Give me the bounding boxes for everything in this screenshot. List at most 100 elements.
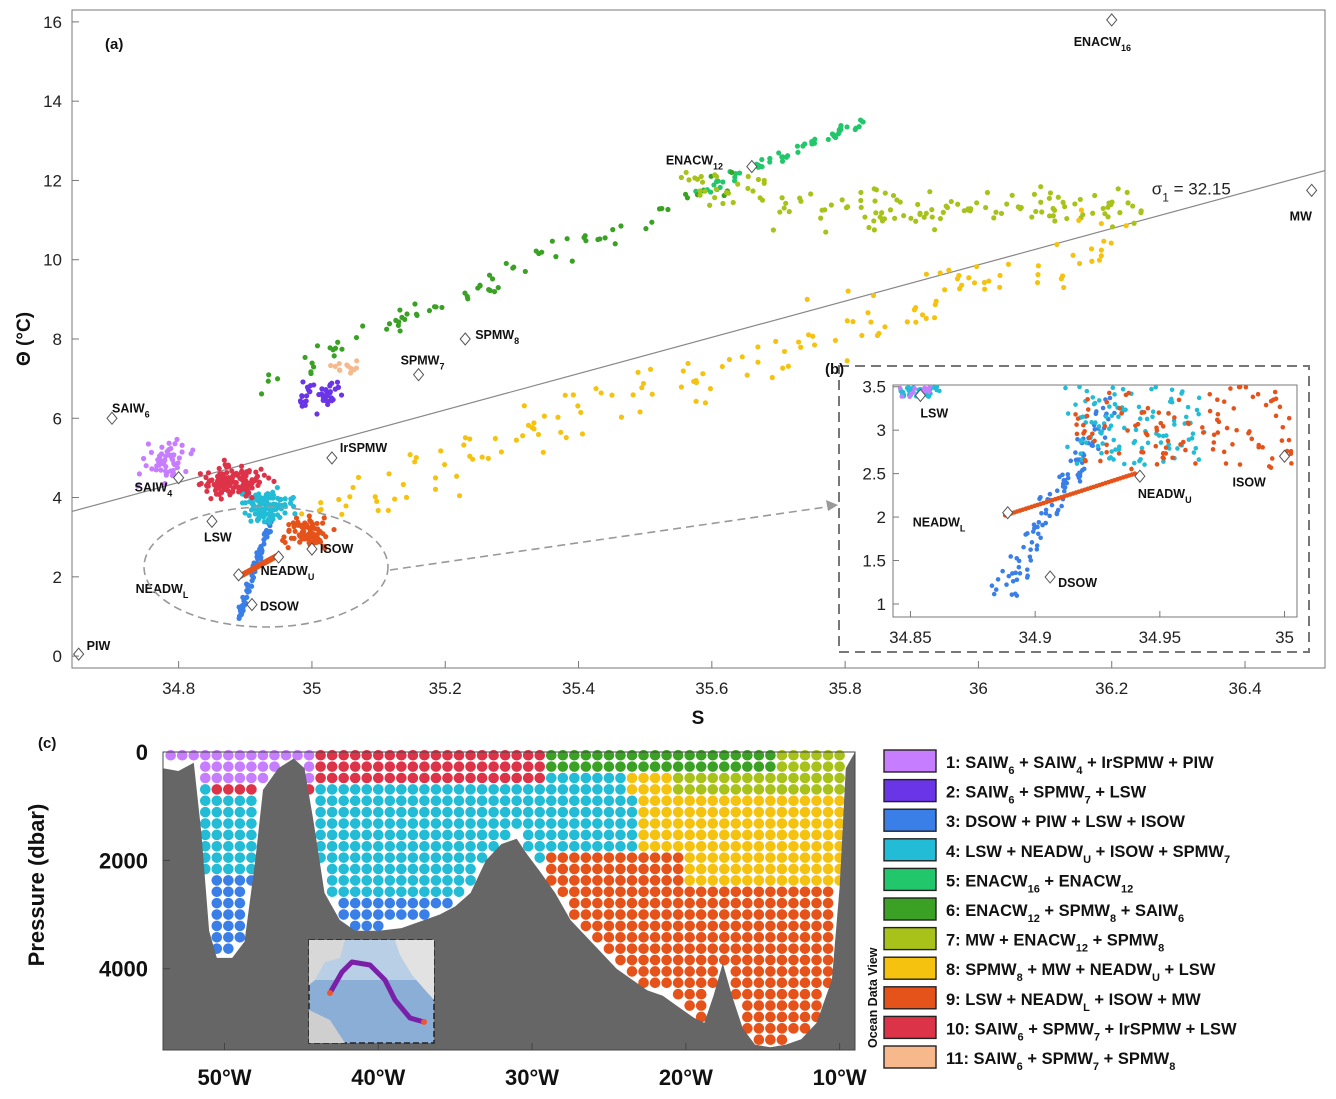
ts-point-cluster-7 <box>961 208 967 214</box>
section-station-point <box>661 829 672 841</box>
water-mass-marker <box>172 470 185 485</box>
section-station-point <box>430 886 442 898</box>
section-station-point <box>419 909 430 920</box>
section-station-point <box>695 943 707 954</box>
section-station-point <box>822 863 834 875</box>
section-station-point <box>223 852 234 863</box>
ts-point-cluster-5 <box>733 171 739 177</box>
ts-point-cluster-8 <box>870 292 877 299</box>
legend-entry-cluster-1: 1: SAIW6 + SAIW4 + IrSPMW + PIW <box>946 754 1214 777</box>
section-station-point <box>361 749 373 761</box>
ts-point-cluster-6 <box>413 311 420 317</box>
ts-point-cluster-10 <box>223 484 229 490</box>
zoom-point-cluster-4 <box>1191 450 1197 455</box>
ts-point-cluster-7 <box>872 198 878 204</box>
zoom-point-cluster-9 <box>1286 415 1292 421</box>
section-station-point <box>753 988 765 1000</box>
section-station-point <box>788 932 799 943</box>
zoom-point-cluster-4 <box>1149 386 1154 392</box>
legend-plus: + <box>1164 754 1183 772</box>
section-station-point <box>684 795 695 807</box>
ts-point-cluster-1 <box>140 455 147 462</box>
legend-water-mass-subscript: 4 <box>1076 765 1083 777</box>
section-station-point <box>672 784 684 795</box>
section-station-point <box>234 932 246 943</box>
water-mass-name: MW <box>1290 209 1312 223</box>
section-y-tick-label: 2000 <box>99 848 148 873</box>
zoom-point-cluster-4 <box>1133 427 1139 433</box>
ts-point-cluster-7 <box>781 205 787 211</box>
section-station-point <box>718 772 730 784</box>
ts-point-cluster-7 <box>712 195 718 201</box>
section-station-point <box>499 772 511 784</box>
section-station-point <box>730 886 742 898</box>
legend-water-mass-subscript: 6 <box>1017 1061 1023 1073</box>
ts-point-cluster-3 <box>242 602 248 608</box>
zoom-point-cluster-4 <box>1194 407 1200 413</box>
section-station-point <box>799 886 811 898</box>
zoom-point-cluster-9 <box>1246 430 1251 436</box>
ts-point-cluster-9 <box>293 515 300 521</box>
zoom-point-cluster-3 <box>1028 547 1033 552</box>
legend-entry-cluster-2: 2: SAIW6 + SPMW7 + LSW <box>946 784 1147 807</box>
ts-point-cluster-2 <box>307 382 314 389</box>
section-station-point <box>661 784 672 795</box>
ts-point-cluster-4 <box>290 494 296 501</box>
ts-point-cluster-10 <box>235 472 241 479</box>
section-station-point <box>545 795 557 807</box>
section-station-point <box>684 761 695 772</box>
zoom-point-cluster-4 <box>1156 433 1162 438</box>
water-mass-name: DSOW <box>1058 576 1097 590</box>
section-station-point <box>753 1000 765 1011</box>
zoom-point-cluster-4 <box>1095 443 1101 449</box>
ts-point-cluster-7 <box>1052 218 1058 224</box>
legend-water-mass: IrSPMW <box>1101 754 1164 772</box>
section-station-point <box>626 761 638 772</box>
ts-point-cluster-7 <box>890 192 897 199</box>
section-station-point <box>465 749 476 761</box>
section-station-point <box>684 886 695 898</box>
water-mass-name: SPMW <box>401 354 440 368</box>
zoom-point-cluster-3 <box>1021 544 1026 550</box>
section-station-point <box>822 932 834 943</box>
section-station-point <box>488 829 499 841</box>
ts-point-cluster-7 <box>1050 213 1056 219</box>
ts-point-cluster-7 <box>1050 205 1056 212</box>
ts-point-cluster-7 <box>965 206 971 212</box>
section-station-point <box>372 875 384 886</box>
section-station-point <box>788 863 799 875</box>
ts-point-cluster-6 <box>258 391 265 397</box>
section-station-point <box>407 897 419 909</box>
section-station-point <box>626 806 638 818</box>
water-mass-name: LSW <box>920 406 948 420</box>
zoom-point-cluster-9 <box>1183 447 1188 453</box>
section-station-point <box>742 772 753 784</box>
ts-point-cluster-8 <box>913 305 919 311</box>
section-station-point <box>765 818 776 829</box>
zoom-point-cluster-4 <box>1080 414 1086 420</box>
ts-point-cluster-10 <box>216 481 222 487</box>
legend-plus: + <box>1100 1020 1119 1038</box>
section-station-point <box>545 749 557 761</box>
zoom-x-tick-label: 34.95 <box>1139 628 1182 647</box>
section-station-point <box>684 863 695 875</box>
ts-point-cluster-7 <box>798 198 804 204</box>
section-station-point <box>649 920 661 932</box>
section-station-point <box>822 875 834 886</box>
ts-point-cluster-7 <box>1017 206 1023 212</box>
section-station-point <box>695 840 707 852</box>
section-station-point <box>349 795 361 807</box>
y-tick-label: 14 <box>43 92 62 111</box>
section-station-point <box>753 954 765 966</box>
zoom-y-tick-label: 1 <box>877 595 886 614</box>
section-station-point <box>742 954 753 966</box>
ts-point-cluster-9 <box>286 521 292 528</box>
section-station-point <box>430 829 442 841</box>
zoom-point <box>899 394 905 399</box>
section-station-point <box>672 875 684 886</box>
legend-water-mass-subscript: 8 <box>1017 972 1023 984</box>
ts-point-cluster-7 <box>761 180 767 186</box>
section-station-point <box>615 954 626 966</box>
section-station-point <box>776 784 788 795</box>
ts-point-cluster-7 <box>908 215 914 221</box>
